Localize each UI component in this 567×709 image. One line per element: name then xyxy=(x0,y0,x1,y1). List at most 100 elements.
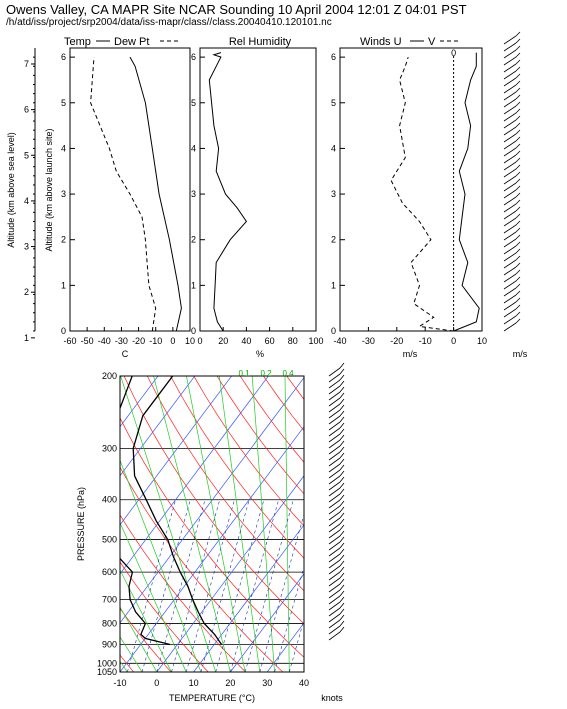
moist-adiabat xyxy=(120,636,143,672)
isotherm xyxy=(120,376,269,575)
skewt-group xyxy=(0,375,567,673)
rh-y-tick-label: 3 xyxy=(191,189,196,199)
skewt-wind-barb xyxy=(328,631,341,641)
wind-barb xyxy=(503,175,517,185)
temperature-tick-label: 40 xyxy=(299,678,309,688)
wind-barb-flag xyxy=(515,52,521,58)
pressure-tick-label: 200 xyxy=(102,371,117,381)
wind-barb-flag xyxy=(515,136,521,142)
temp-x-label: C xyxy=(122,349,129,359)
skewt-wind-barb-flag xyxy=(339,494,345,501)
dry-adiabat xyxy=(146,376,304,592)
pressure-axis-label: PRESSURE (hPa) xyxy=(76,487,86,561)
rh-y-tick-label: 1 xyxy=(191,280,196,290)
winds-y-tick-label: 2 xyxy=(331,235,336,245)
wind-barb xyxy=(503,252,517,262)
rh-x-tick-label: 40 xyxy=(241,336,251,346)
dewpt-line xyxy=(90,57,157,332)
wind-barb xyxy=(503,84,517,94)
wind-barb xyxy=(503,273,517,283)
skewt-wind-barb-flag xyxy=(339,512,345,519)
wind-barb-flag xyxy=(515,206,521,212)
dry-adiabat xyxy=(286,376,304,400)
skewt-wind-barb xyxy=(328,439,341,449)
dry-adiabat xyxy=(426,376,567,672)
dry-adiabat xyxy=(333,376,567,672)
moist-adiabat xyxy=(120,606,158,672)
temp-x-tick-label: -20 xyxy=(132,336,145,346)
wind-barb xyxy=(503,210,517,220)
skewt-wind-barb-flag xyxy=(339,368,345,375)
dewpt-title-label: Dew Pt xyxy=(114,36,149,48)
skewt-wind-barb-flag xyxy=(339,434,345,441)
rh-panel-frame xyxy=(199,47,317,332)
dry-adiabat xyxy=(193,376,304,527)
alt-tick-label: 5 xyxy=(61,98,66,108)
rh-y-tick-label: 2 xyxy=(191,235,196,245)
wind-barb xyxy=(503,308,517,318)
dry-adiabat xyxy=(216,376,304,495)
rh-line xyxy=(208,52,248,332)
skewt-wind-barb xyxy=(328,427,341,437)
skewt-plot-area xyxy=(0,376,567,672)
wind-barb xyxy=(503,182,517,192)
temp-panel-frame xyxy=(69,47,191,332)
skewt-wind-barb xyxy=(328,553,341,563)
wind-barb xyxy=(503,168,517,178)
file-path: /h/atd/iss/project/srp2004/data/iss-mapr… xyxy=(6,17,332,28)
wind-barb xyxy=(503,77,517,87)
skewt-wind-barb-flag xyxy=(339,530,345,537)
rh-x-tick-label: 20 xyxy=(218,336,228,346)
skewt-wind-barb-flag xyxy=(339,518,345,525)
mixing-ratio-top-label: 0.4 xyxy=(282,369,294,378)
pressure-tick-label: 300 xyxy=(102,443,117,453)
dry-adiabat xyxy=(120,514,246,672)
wind-barb-flag xyxy=(515,45,521,51)
skewt-wind-barb xyxy=(328,391,341,401)
wind-barb xyxy=(503,280,517,290)
rh-y-tick-label: 6 xyxy=(191,52,196,62)
skewt-wind-barb-flag xyxy=(339,500,345,507)
wind-barb-flag xyxy=(515,94,521,100)
skewt-wind-barb xyxy=(328,511,341,521)
skewt-wind-barb xyxy=(328,547,341,557)
skewt-wind-barb-flag xyxy=(339,524,345,531)
wind-barb-flag xyxy=(515,192,521,198)
winds-y-tick-label: 5 xyxy=(331,98,336,108)
wind-barb xyxy=(503,35,517,45)
wind-barb-flag xyxy=(515,66,521,72)
rh-x-label: % xyxy=(256,349,264,359)
dry-adiabat xyxy=(120,607,172,672)
skewt-wind-barb xyxy=(328,565,341,575)
skewt-wind-barb-flag xyxy=(339,416,345,423)
rh-x-tick-label: 0 xyxy=(197,336,202,346)
temp-x-tick-label: -50 xyxy=(81,336,94,346)
skewt-wind-barb-flag xyxy=(339,386,345,393)
wind-barb xyxy=(503,147,517,157)
wind-barb xyxy=(503,189,517,199)
winds-v-title: V xyxy=(428,36,436,48)
wind-barb xyxy=(503,224,517,234)
skewt-wind-barb-flag xyxy=(339,506,345,513)
skewt-wind-barb xyxy=(328,535,341,545)
asl-tick-label: 4 xyxy=(24,196,29,206)
skewt-wind-barb xyxy=(328,589,341,599)
skewt-wind-barb-flag xyxy=(339,572,345,579)
pressure-tick-label: 400 xyxy=(102,495,117,505)
wind-barb xyxy=(503,196,517,206)
isotherm xyxy=(120,376,196,477)
dry-adiabat xyxy=(473,376,567,672)
moist-adiabat xyxy=(251,376,275,672)
dry-adiabat xyxy=(170,376,304,559)
rh-y-tick-label: 5 xyxy=(191,98,196,108)
skewt-wind-barb-flag xyxy=(339,602,345,609)
wind-barb xyxy=(503,287,517,297)
wind-barb-flag xyxy=(515,227,521,233)
dry-adiabat xyxy=(0,376,59,672)
rh-x-tick-label: 100 xyxy=(308,336,323,346)
skewt-wind-barb-flag xyxy=(339,548,345,555)
skewt-wind-barb-flag xyxy=(339,554,345,561)
alt-tick-label: 2 xyxy=(61,235,66,245)
mixing-ratio-line xyxy=(288,618,304,672)
wind-barb-flag xyxy=(515,269,521,275)
